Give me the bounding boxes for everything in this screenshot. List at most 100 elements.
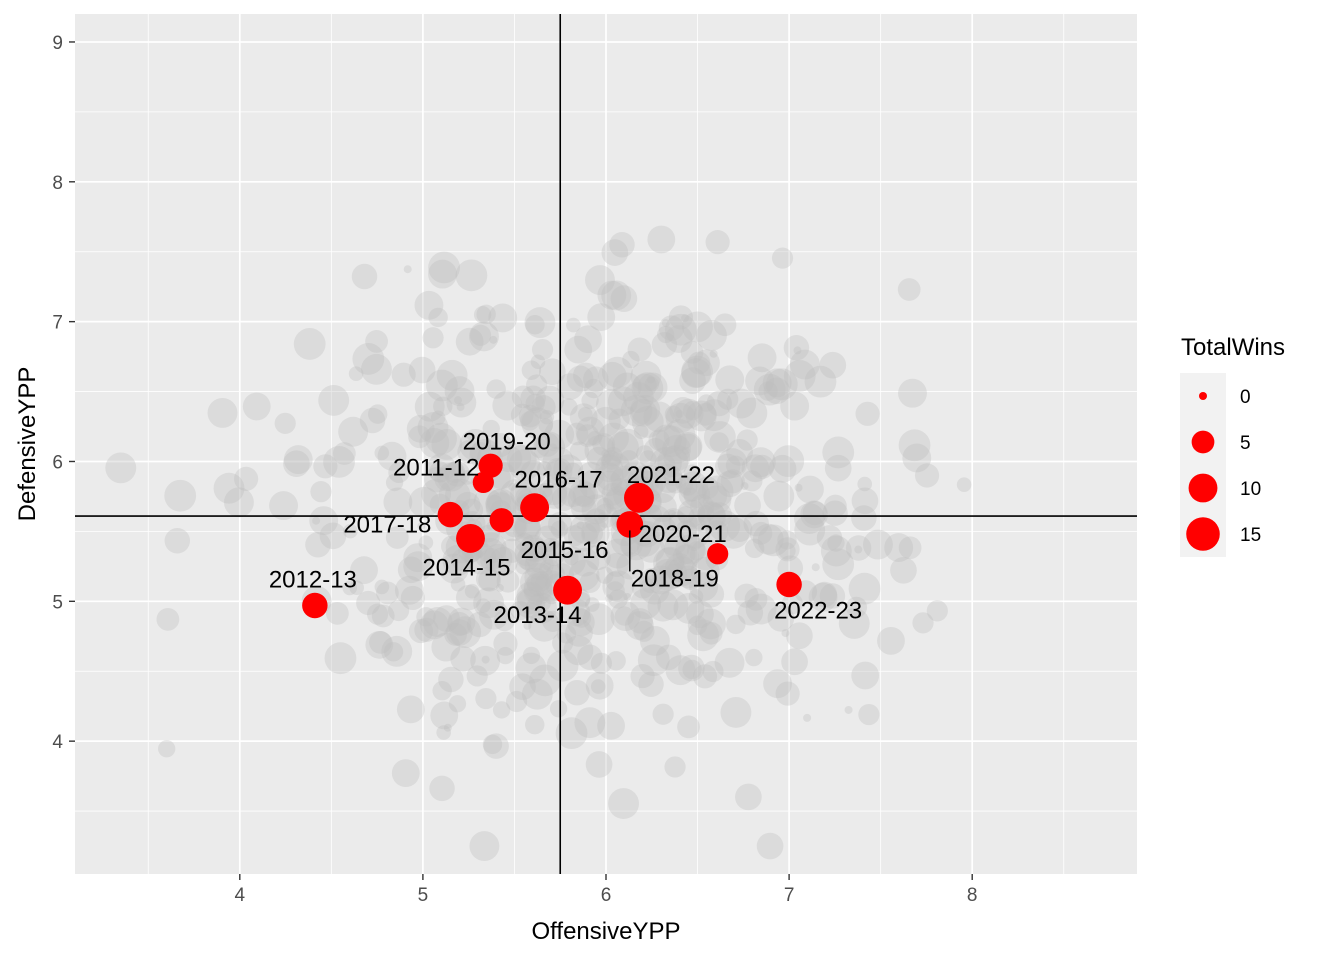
background-point — [662, 508, 685, 531]
background-point — [752, 523, 784, 555]
background-point — [473, 487, 502, 516]
background-point — [414, 391, 445, 422]
x-tick-label: 7 — [784, 885, 795, 906]
background-point — [385, 526, 409, 549]
background-point — [763, 377, 791, 405]
background-point — [551, 486, 577, 511]
background-point — [450, 646, 476, 672]
background-point — [811, 563, 820, 572]
background-point — [695, 476, 719, 500]
background-point — [687, 619, 719, 652]
background-point — [777, 530, 797, 550]
background-point — [726, 388, 757, 419]
background-point — [794, 483, 803, 492]
background-point — [816, 525, 843, 551]
background-point — [469, 321, 499, 352]
highlight-point — [437, 501, 464, 528]
background-point — [851, 661, 880, 690]
background-point — [396, 695, 425, 724]
background-point — [549, 443, 558, 452]
background-point — [652, 703, 674, 725]
background-point — [343, 523, 358, 539]
background-point — [552, 632, 574, 654]
background-point — [611, 428, 644, 461]
background-point — [581, 391, 599, 410]
background-point — [677, 565, 700, 589]
background-point — [385, 473, 404, 492]
background-point — [605, 581, 625, 601]
background-point — [496, 646, 515, 665]
background-point — [664, 313, 697, 346]
background-point — [580, 518, 610, 548]
background-point — [416, 607, 436, 627]
highlight-point — [776, 571, 802, 598]
background-point — [213, 472, 245, 504]
background-point — [436, 725, 451, 740]
background-point — [482, 419, 500, 438]
background-point — [783, 360, 816, 392]
background-point — [780, 391, 810, 421]
y-tick-label: 5 — [52, 592, 63, 613]
background-point — [583, 366, 609, 392]
background-point — [542, 446, 575, 479]
background-point — [650, 577, 659, 586]
background-point — [566, 317, 581, 333]
background-point — [663, 419, 696, 451]
background-point — [526, 374, 548, 396]
background-point — [758, 381, 778, 401]
point-label: 2021-22 — [627, 462, 715, 489]
background-point — [827, 534, 845, 552]
background-point — [637, 372, 668, 403]
background-point — [537, 482, 553, 498]
background-point — [576, 521, 585, 530]
background-point — [581, 522, 604, 544]
background-point — [352, 343, 385, 375]
highlight-point — [707, 543, 729, 565]
background-point — [611, 478, 629, 496]
highlight-points — [302, 453, 802, 619]
background-point — [529, 438, 550, 459]
background-point — [673, 433, 702, 462]
background-point — [383, 642, 404, 662]
background-point — [639, 505, 672, 537]
background-point — [469, 831, 500, 861]
background-point — [366, 603, 389, 625]
background-point — [734, 583, 759, 608]
background-point — [569, 479, 596, 507]
background-point — [443, 723, 452, 732]
background-point — [544, 419, 575, 450]
background-point — [686, 600, 714, 629]
background-point — [682, 659, 702, 680]
background-point — [571, 608, 592, 628]
x-axis-title: OffensiveYPP — [532, 918, 681, 945]
background-point — [242, 392, 271, 421]
background-point — [757, 524, 790, 557]
background-point — [567, 521, 598, 552]
background-point — [898, 378, 927, 408]
background-point — [630, 360, 662, 392]
background-point — [676, 544, 696, 565]
background-point — [822, 500, 848, 526]
background-point — [369, 631, 392, 654]
background-point — [688, 589, 704, 604]
background-point — [584, 434, 616, 466]
background-point — [654, 425, 687, 458]
background-point — [521, 407, 554, 440]
background-point — [667, 556, 698, 587]
highlight-point — [489, 508, 514, 533]
background-point — [863, 529, 893, 560]
background-point — [466, 665, 488, 687]
background-point — [683, 464, 701, 482]
background-point — [793, 346, 802, 355]
background-point — [585, 751, 613, 778]
background-point — [663, 444, 691, 472]
background-point — [566, 608, 595, 637]
background-point — [665, 553, 694, 583]
background-point — [602, 570, 635, 603]
background-point — [956, 477, 972, 492]
background-point — [485, 494, 503, 513]
background-point — [673, 592, 705, 624]
background-point — [433, 396, 453, 417]
background-point — [665, 563, 681, 579]
background-point — [687, 615, 708, 636]
